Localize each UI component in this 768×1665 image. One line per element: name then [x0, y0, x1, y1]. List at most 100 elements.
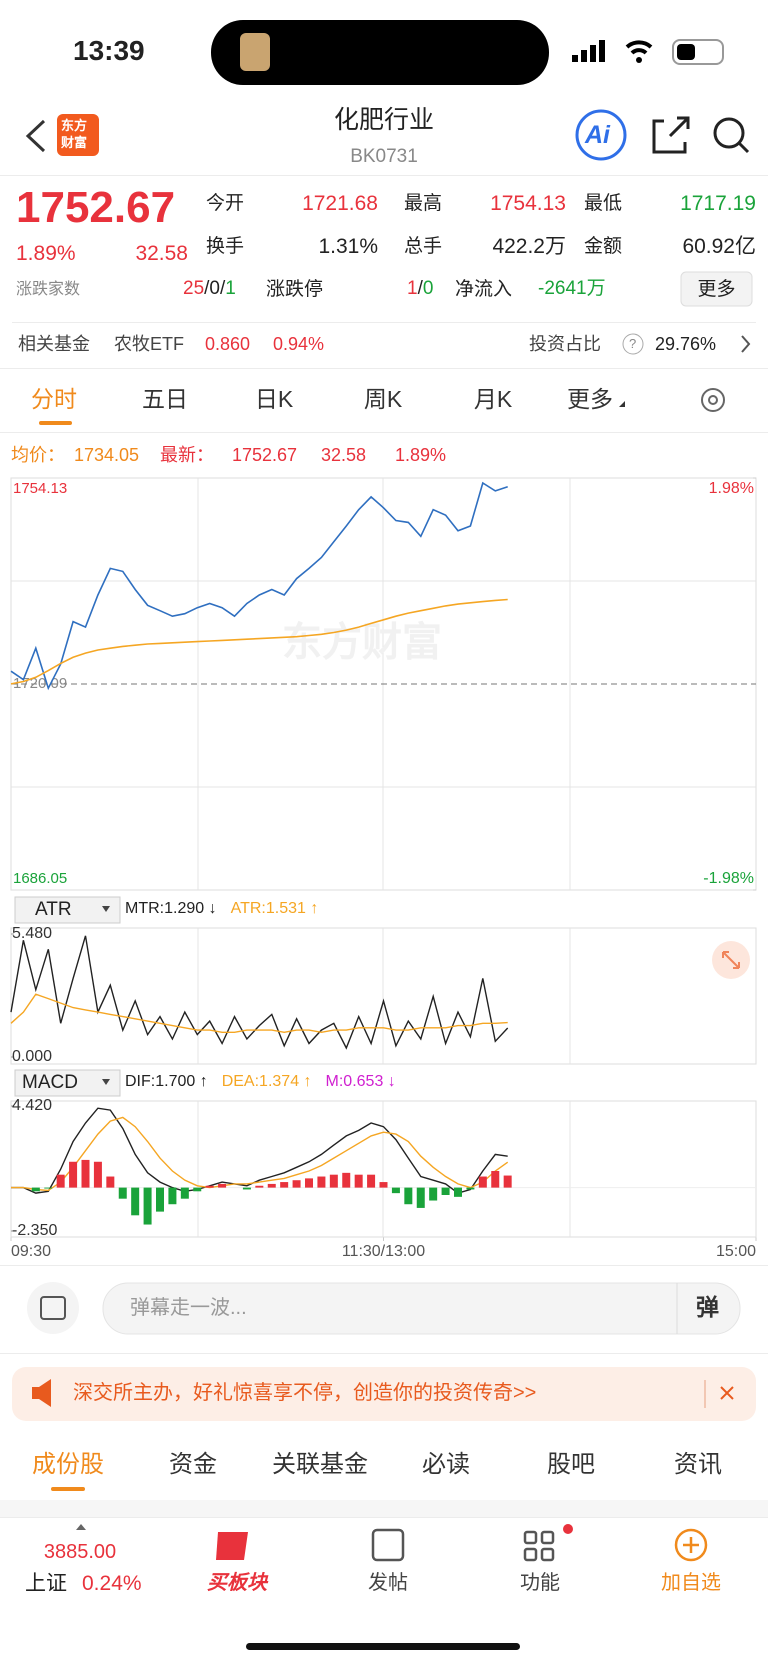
y2-tick-label: 1.98%	[709, 480, 754, 497]
x-tick-label: 09:30	[11, 1243, 51, 1260]
buy-icon[interactable]	[216, 1532, 248, 1560]
series-line	[11, 1116, 509, 1192]
macd-bar	[56, 1174, 65, 1188]
divider	[0, 432, 768, 433]
sep: /	[220, 278, 226, 299]
bottom-tab[interactable]: 资讯	[674, 1451, 722, 1478]
macd-bar	[118, 1187, 127, 1199]
series-line	[10, 993, 508, 1034]
macd-bar	[329, 1174, 338, 1188]
indicator-selector[interactable]	[14, 1069, 121, 1097]
index-value[interactable]: 3885.00	[43, 1541, 117, 1563]
help: ?	[629, 336, 637, 351]
selector-label[interactable]: MACD	[22, 1072, 78, 1093]
legend-entry: DIF:1.700 ↑	[125, 1073, 208, 1090]
macd-bar	[367, 1174, 376, 1188]
nav-item[interactable]: 加自选	[661, 1572, 721, 1594]
macd-bar	[317, 1176, 326, 1188]
divider	[0, 175, 768, 176]
macd-bar	[255, 1185, 264, 1188]
fund-label: 相关基金	[18, 334, 90, 354]
macd-bar	[416, 1187, 425, 1208]
logo-text: 东方	[61, 118, 88, 133]
macd-bar	[218, 1183, 227, 1188]
more-button[interactable]	[680, 271, 753, 307]
nav-item[interactable]: 功能	[520, 1572, 560, 1594]
macd-bar	[491, 1170, 500, 1188]
post-icon[interactable]	[371, 1528, 405, 1562]
indicator-selector[interactable]	[14, 896, 121, 924]
wifi-dot	[636, 57, 642, 63]
tab[interactable]: 五日	[142, 386, 188, 412]
field-value: 1.31%	[318, 235, 378, 258]
tab-underline	[39, 421, 72, 425]
ad-close[interactable]	[720, 1386, 734, 1400]
comment-icon[interactable]	[27, 1282, 79, 1334]
back-button[interactable]	[25, 119, 46, 153]
tab[interactable]: 周K	[363, 386, 403, 412]
macd-bar	[93, 1161, 102, 1188]
danmaku-button[interactable]: 弹	[696, 1294, 719, 1320]
comment-placeholder[interactable]: 弹幕走一波...	[130, 1297, 247, 1319]
comment-input[interactable]	[102, 1282, 741, 1335]
legend: DIF:1.700 ↑ DEA:1.374 ↑ M:0.653 ↓	[125, 1074, 410, 1090]
code: BK0731	[350, 146, 418, 167]
field-label: 最高	[404, 193, 443, 214]
tab[interactable]: 分时	[31, 386, 77, 412]
fund-pct: 0.94%	[273, 334, 325, 354]
macd-bar	[156, 1187, 164, 1212]
nav-item[interactable]: 发帖	[368, 1572, 408, 1594]
sep: /	[204, 278, 210, 299]
nav-item[interactable]: 买板块	[207, 1572, 267, 1594]
ai-label[interactable]: Ai	[585, 121, 610, 149]
bottom-tab[interactable]: 关联基金	[272, 1451, 368, 1478]
index-arrow	[76, 1524, 86, 1530]
fund-name[interactable]: 农牧ETF	[114, 334, 184, 354]
search-button[interactable]	[713, 117, 745, 149]
macd-bar	[466, 1187, 475, 1190]
notification-dot	[563, 1524, 573, 1534]
x-tick-label: 11:30/13:00	[342, 1243, 425, 1260]
more-label[interactable]: 更多	[697, 279, 736, 300]
ad-text[interactable]: 深交所主办，好礼惊喜享不停，创造你的投资传奇>>	[73, 1382, 537, 1404]
bottom-tab[interactable]: 资金	[169, 1451, 217, 1478]
y-tick-label: -2.350	[12, 1222, 57, 1239]
watermark: 东方财富	[282, 621, 442, 665]
tab[interactable]: 更多	[567, 386, 613, 412]
logo-text: 财富	[61, 135, 88, 150]
selector-label[interactable]: ATR	[35, 899, 72, 920]
macd-bar	[292, 1180, 301, 1188]
field-value: 1717.19	[680, 192, 756, 215]
avg-label: 均价：	[11, 445, 65, 465]
share-button[interactable]	[652, 116, 690, 154]
bottom-tab[interactable]: 必读	[422, 1451, 470, 1478]
price: 1752.67	[16, 183, 176, 232]
tab[interactable]: 月K	[473, 386, 513, 412]
y-tick-label: 1686.05	[13, 870, 67, 887]
index-pct[interactable]: 0.24%	[82, 1572, 142, 1595]
ad-banner[interactable]	[12, 1367, 756, 1421]
change: 32.58	[135, 242, 188, 265]
divider	[0, 368, 768, 369]
bottom-tab[interactable]: 成份股	[32, 1451, 104, 1478]
field-label: 金额	[584, 236, 623, 257]
add-watch-icon[interactable]	[674, 1528, 708, 1562]
dropdown-arrow	[619, 401, 625, 407]
flat-count: 0	[209, 278, 220, 299]
macd-bar	[478, 1176, 487, 1188]
battery	[672, 39, 724, 65]
tab[interactable]: 日K	[254, 386, 294, 412]
bottom-tab[interactable]: 股吧	[547, 1451, 595, 1478]
y-tick-label: 1754.13	[13, 480, 67, 497]
y-tick-label: 5.480	[12, 925, 52, 942]
legend-entry: ATR:1.531 ↑	[230, 900, 319, 917]
settings-button[interactable]	[701, 388, 725, 412]
field-value: 60.92亿	[682, 235, 756, 258]
home-indicator	[246, 1643, 520, 1650]
help-icon[interactable]	[622, 333, 644, 355]
ai-button[interactable]	[575, 109, 627, 161]
limit-label: 涨跌停	[266, 279, 324, 300]
index-name[interactable]: 上证	[25, 1572, 67, 1595]
function-icon[interactable]	[523, 1530, 555, 1562]
